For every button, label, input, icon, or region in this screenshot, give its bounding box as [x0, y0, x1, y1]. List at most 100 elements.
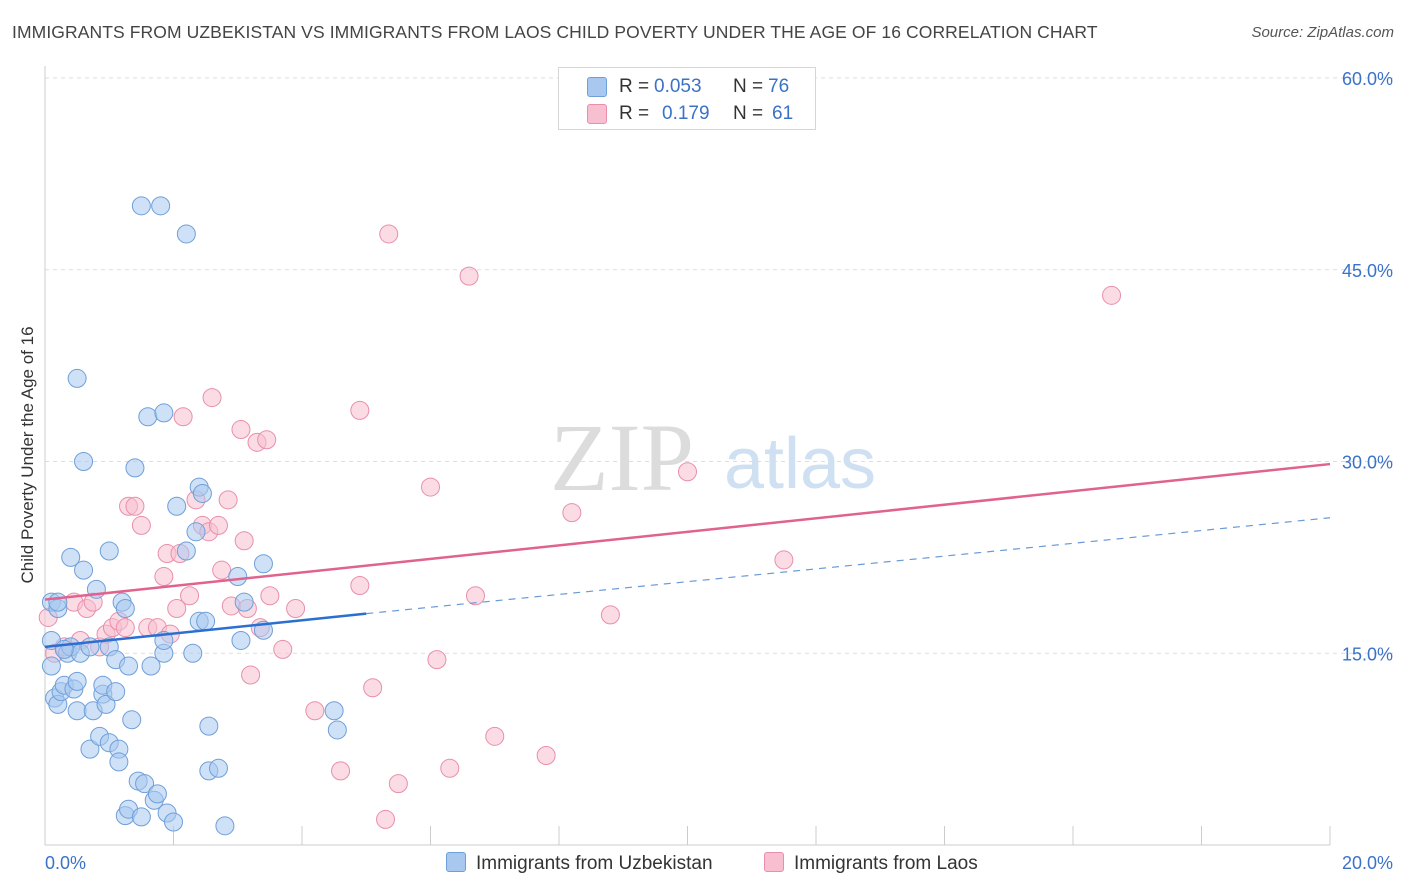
laos-point [388, 774, 408, 794]
uzbekistan-points [41, 196, 347, 836]
bottom-legend-uzbekistan: Immigrants from Uzbekistan [446, 852, 713, 875]
legend-r-label: R = [619, 103, 650, 124]
laos-point [260, 586, 280, 606]
uzbekistan-point [109, 752, 129, 772]
laos-point [234, 531, 254, 551]
uzbekistan-point [125, 458, 145, 478]
uzbekistan-point [215, 816, 235, 836]
uzbekistan-point [122, 710, 142, 730]
laos-point [208, 515, 228, 535]
laos-point [600, 605, 620, 625]
laos-point [678, 462, 697, 482]
laos-point [286, 599, 306, 619]
uzbekistan-point [74, 560, 94, 580]
laos-point [350, 575, 370, 595]
laos-point [363, 678, 383, 698]
laos-point [379, 224, 399, 244]
uzbekistan-label: Immigrants from Uzbekistan [476, 853, 713, 874]
uzbekistan-point [327, 720, 347, 740]
uzbekistan-swatch [587, 77, 607, 97]
uzbekistan-point [167, 496, 187, 516]
uzbekistan-point [119, 656, 139, 676]
laos-point [421, 477, 440, 497]
uzbekistan-point [151, 196, 171, 216]
legend-n-label: N = [733, 76, 764, 97]
uzbekistan-point [176, 541, 196, 561]
laos-swatch [587, 104, 607, 124]
laos-point [331, 761, 351, 781]
uzbekistan-point [154, 403, 174, 423]
uzbekistan-point [115, 599, 135, 619]
laos-point [1102, 285, 1122, 305]
uzbekistan-point [192, 483, 212, 503]
uzbekistan-point [234, 592, 254, 612]
uzbekistan-point [228, 567, 248, 587]
laos-label: Immigrants from Laos [794, 853, 978, 874]
x-tick-label: 0.0% [45, 853, 86, 873]
y-tick-labels: 15.0% 30.0% 45.0% 60.0% [1342, 69, 1393, 664]
legend-r-label: R = [619, 76, 650, 97]
uzbekistan-point [196, 611, 216, 631]
uzbekistan-point [99, 541, 119, 561]
laos-point [257, 430, 277, 450]
uzbekistan-point [67, 368, 87, 388]
uzbekistan-point [176, 224, 196, 244]
laos-point [350, 400, 370, 420]
y-tick-label: 45.0% [1342, 261, 1393, 281]
y-tick-label: 60.0% [1342, 69, 1393, 89]
grid-lines [45, 77, 1395, 654]
uzbekistan-trend-extension [366, 517, 1331, 615]
laos-point [167, 599, 187, 619]
uzbekistan-point [131, 807, 151, 827]
laos-point [459, 266, 479, 286]
legend-n-label: N = [733, 103, 764, 124]
laos-point [273, 639, 293, 659]
laos-point [115, 618, 135, 638]
y-tick-label: 30.0% [1342, 453, 1393, 473]
laos-point [427, 650, 447, 670]
legend-n-value: 61 [772, 103, 794, 124]
uzbekistan-point [138, 407, 158, 427]
uzbekistan-point [324, 701, 344, 721]
legend-r-value: 0.053 [654, 76, 702, 97]
source-note: Source: ZipAtlas.com [1251, 24, 1394, 41]
laos-point [218, 490, 238, 510]
laos-swatch [764, 852, 784, 872]
laos-point [376, 809, 396, 829]
uzbekistan-point [253, 554, 273, 574]
watermark-atlas: atlas [724, 424, 876, 504]
uzbekistan-point [183, 643, 203, 663]
uzbekistan-point [96, 694, 116, 714]
uzbekistan-point [80, 739, 100, 759]
stats-legend: R = 0.053 N = 76 R = 0.179 N = 61 [558, 67, 816, 130]
watermark-zip: ZIP [550, 404, 694, 511]
uzbekistan-point [199, 716, 219, 736]
laos-point [231, 420, 251, 440]
uzbekistan-swatch [446, 852, 466, 872]
laos-point [465, 586, 485, 606]
trend-lines [44, 462, 1331, 649]
uzbekistan-point [48, 592, 68, 612]
uzbekistan-point [67, 671, 87, 691]
uzbekistan-point [41, 656, 61, 676]
uzbekistan-point [106, 682, 126, 702]
uzbekistan-point [186, 522, 206, 542]
laos-point [536, 746, 556, 766]
laos-point [173, 407, 193, 427]
uzbekistan-point [141, 656, 161, 676]
laos-point [212, 560, 232, 580]
y-tick-label: 15.0% [1342, 644, 1393, 664]
uzbekistan-point [67, 701, 87, 721]
uzbekistan-point [74, 452, 94, 471]
laos-point [440, 758, 460, 778]
x-tick-labels: 0.0% 20.0% [45, 853, 1393, 873]
laos-point [774, 550, 794, 570]
uzbekistan-trend-line [44, 612, 367, 649]
legend-n-value: 76 [768, 76, 790, 97]
uzbekistan-point [131, 196, 151, 216]
uzbekistan-point [208, 758, 228, 778]
watermark: ZIP atlas [550, 404, 876, 511]
laos-trend-line [44, 462, 1331, 601]
bottom-legend-laos: Immigrants from Laos [764, 852, 978, 875]
